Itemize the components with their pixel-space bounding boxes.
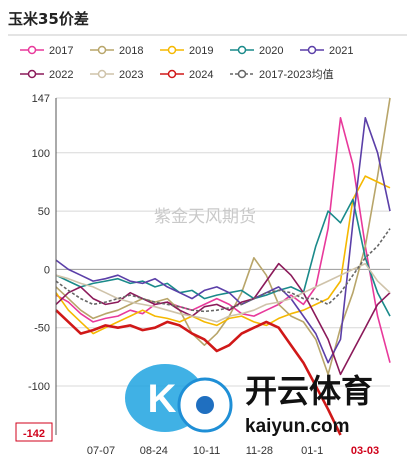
legend-label: 2019 <box>189 45 213 57</box>
x-tick-label: 10-11 <box>193 445 220 457</box>
x-tick-label: 07-07 <box>87 445 115 457</box>
legend-marker <box>167 69 177 79</box>
series-line <box>55 175 391 335</box>
x-tick-label: 08-24 <box>140 445 168 457</box>
series-line <box>55 262 391 376</box>
legend-marker <box>167 45 177 55</box>
brand-logo: K 开云体育 kaiyun.com <box>125 364 373 437</box>
chart-title: 玉米35价差 <box>8 10 89 28</box>
y-tick-label: -100 <box>28 381 50 393</box>
legend-marker <box>27 69 37 79</box>
legend-label: 2018 <box>119 45 143 57</box>
legend-label: 2017 <box>49 45 73 57</box>
x-tick-label: 03-03 <box>351 445 379 457</box>
y-tick-label: -50 <box>34 323 50 335</box>
series-line <box>55 97 391 376</box>
legend-marker <box>237 45 247 55</box>
series-line <box>55 228 391 313</box>
legend-label: 2021 <box>329 45 353 57</box>
y-min-box <box>15 422 53 442</box>
y-tick-label: 50 <box>38 206 50 218</box>
logo-mark: K <box>148 377 177 421</box>
legend-label: 2022 <box>49 69 73 81</box>
legend-label: 2023 <box>119 69 143 81</box>
series-line <box>55 117 391 364</box>
legend-marker <box>97 69 107 79</box>
legend-label: 2024 <box>189 69 213 81</box>
series-group <box>55 97 391 436</box>
logo-text: 开云体育 <box>245 372 373 410</box>
series-line <box>55 117 391 363</box>
x-tick-label: 01-1 <box>301 445 323 457</box>
y-min-label: -142 <box>23 428 45 440</box>
series-line <box>55 309 342 436</box>
legend-marker <box>27 45 37 55</box>
legend-marker <box>237 69 247 79</box>
legend-label: 2017-2023均值 <box>259 68 334 81</box>
logo-sub: kaiyun.com <box>245 416 350 437</box>
series-line <box>55 262 391 323</box>
legend: 2017 2018 2019 2020 2021 2022 2023 2024 2017-202… <box>20 45 353 81</box>
y-tick-label: 147 <box>32 93 50 105</box>
legend-marker <box>97 45 107 55</box>
y-tick-label: 0 <box>44 264 50 276</box>
x-tick-label: 11-28 <box>246 445 273 457</box>
legend-marker <box>307 45 317 55</box>
axes: 147 100 50 0 -50 -100 -142 07-07 08-24 10-11 11-28… <box>15 93 379 457</box>
watermark-text: 紫金天风期货 <box>154 207 256 226</box>
series-line <box>55 198 391 317</box>
y-tick-label: 100 <box>32 148 50 160</box>
soccer-ball-patch <box>196 396 214 414</box>
grid <box>56 97 390 387</box>
legend-label: 2020 <box>259 45 283 57</box>
